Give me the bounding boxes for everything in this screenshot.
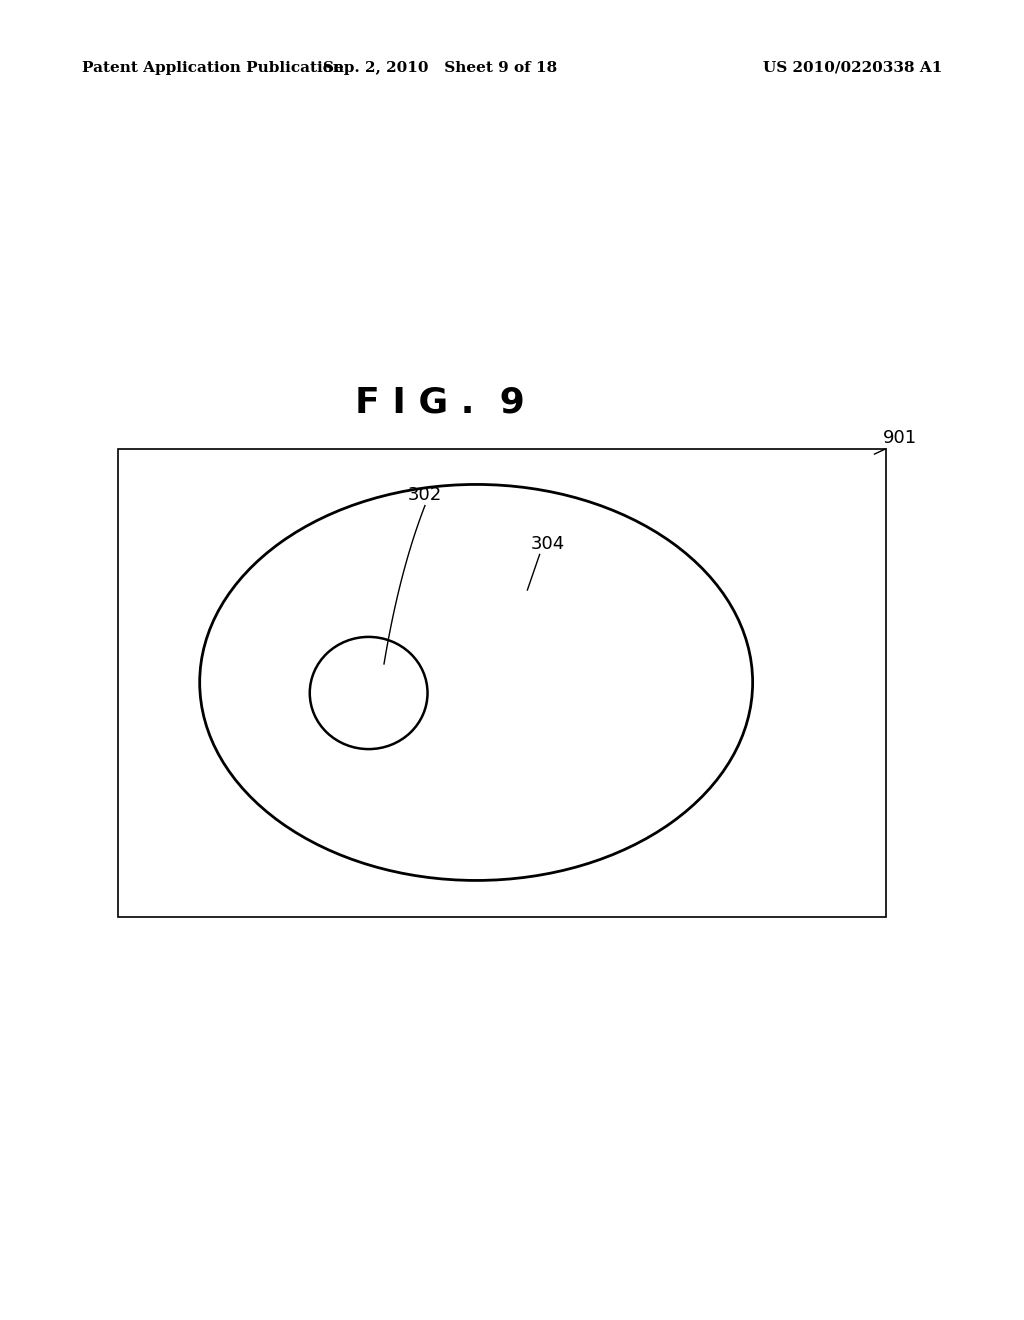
Text: 302: 302 xyxy=(408,486,442,504)
Text: Sep. 2, 2010   Sheet 9 of 18: Sep. 2, 2010 Sheet 9 of 18 xyxy=(324,61,557,75)
Text: F I G .  9: F I G . 9 xyxy=(355,385,525,420)
Bar xyxy=(118,449,886,917)
Text: Patent Application Publication: Patent Application Publication xyxy=(82,61,344,75)
Text: 304: 304 xyxy=(530,535,565,553)
Text: 901: 901 xyxy=(883,429,916,447)
Text: US 2010/0220338 A1: US 2010/0220338 A1 xyxy=(763,61,942,75)
